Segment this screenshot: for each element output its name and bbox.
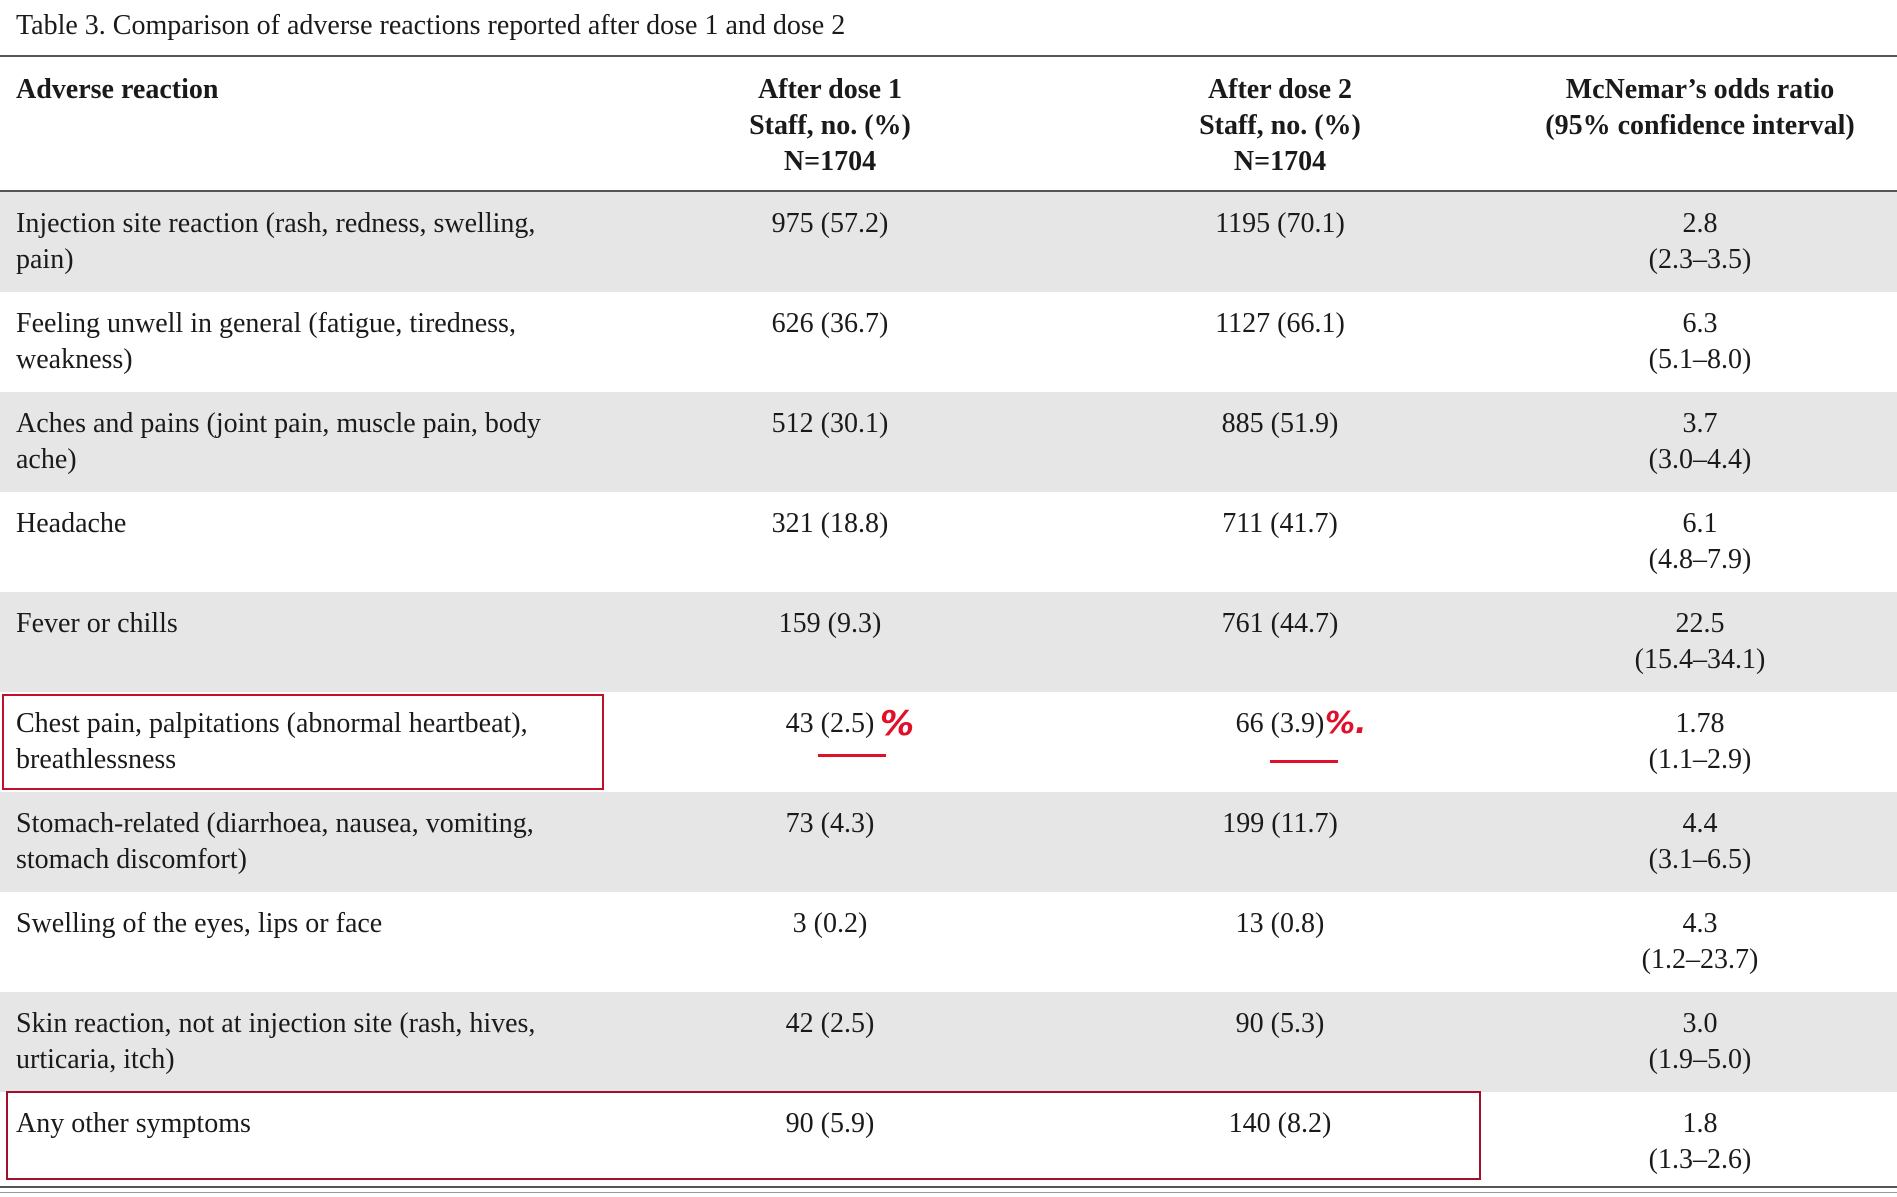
handwritten-percent-mark: % <box>880 704 915 744</box>
dose1-cell: 73 (4.3) <box>785 808 875 839</box>
dose2-cell: 711 (41.7) <box>1222 508 1338 539</box>
header-rule <box>0 190 1897 192</box>
dose2-cell: 199 (11.7) <box>1222 808 1338 839</box>
dose1-cell: 90 (5.9) <box>785 1108 875 1139</box>
odds-ratio-cell: 1.78 (1.1–2.9) <box>1648 708 1752 775</box>
reaction-cell: Fever or chills <box>16 608 178 639</box>
table-row: Chest pain, palpitations (abnormal heart… <box>0 692 1897 792</box>
dose2-cell: 66 (3.9) <box>1235 708 1325 739</box>
odds-ratio-cell: 3.7 (3.0–4.4) <box>1648 408 1752 475</box>
reaction-cell: Skin reaction, not at injection site (ra… <box>16 1008 536 1075</box>
dose1-cell: 42 (2.5) <box>785 1008 875 1039</box>
dose1-cell: 975 (57.2) <box>771 208 889 239</box>
dose1-cell: 626 (36.7) <box>771 308 889 339</box>
table-row: Headache 321 (18.8) 711 (41.7) 6.1 (4.8–7… <box>0 492 1897 592</box>
reaction-cell: Any other symptoms <box>16 1108 251 1139</box>
odds-ratio-cell: 4.3 (1.2–23.7) <box>1641 908 1759 975</box>
dose2-cell: 140 (8.2) <box>1228 1108 1332 1139</box>
dose2-cell: 90 (5.3) <box>1235 1008 1325 1039</box>
table-row: Skin reaction, not at injection site (ra… <box>0 992 1897 1092</box>
table-row: Fever or chills 159 (9.3) 761 (44.7) 22.… <box>0 592 1897 692</box>
reaction-cell: Injection site reaction (rash, redness, … <box>16 208 536 275</box>
dose1-cell: 512 (30.1) <box>771 408 889 439</box>
header-after-dose-1: After dose 1 Staff, no. (%) N=1704 <box>749 74 911 177</box>
table-body: Injection site reaction (rash, redness, … <box>0 192 1897 1192</box>
reaction-cell: Stomach-related (diarrhoea, nausea, vomi… <box>16 808 534 875</box>
dose1-cell: 3 (0.2) <box>792 908 868 939</box>
odds-ratio-cell: 3.0 (1.9–5.0) <box>1648 1008 1752 1075</box>
odds-ratio-cell: 6.3 (5.1–8.0) <box>1648 308 1752 375</box>
header-adverse-reaction: Adverse reaction <box>16 74 219 105</box>
bottom-rule-thin <box>0 1192 1897 1193</box>
dose1-cell: 43 (2.5) <box>785 708 875 739</box>
reaction-cell: Chest pain, palpitations (abnormal heart… <box>16 708 528 775</box>
odds-ratio-cell: 22.5 (15.4–34.1) <box>1634 608 1766 675</box>
bottom-rule <box>0 1186 1897 1188</box>
table-header: Adverse reaction After dose 1 Staff, no.… <box>0 56 1897 190</box>
table-caption: Table 3. Comparison of adverse reactions… <box>16 10 846 41</box>
table-row: Injection site reaction (rash, redness, … <box>0 192 1897 292</box>
dose2-cell: 1127 (66.1) <box>1215 308 1345 339</box>
dose2-cell: 885 (51.9) <box>1221 408 1339 439</box>
dose2-cell: 1195 (70.1) <box>1215 208 1345 239</box>
table-row: Aches and pains (joint pain, muscle pain… <box>0 392 1897 492</box>
table-row: Feeling unwell in general (fatigue, tire… <box>0 292 1897 392</box>
dose2-cell: 13 (0.8) <box>1235 908 1325 939</box>
dose1-cell: 159 (9.3) <box>778 608 882 639</box>
odds-ratio-cell: 1.8 (1.3–2.6) <box>1648 1108 1752 1175</box>
handwritten-underline <box>818 754 886 757</box>
dose1-cell: 321 (18.8) <box>771 508 889 539</box>
odds-ratio-cell: 2.8 (2.3–3.5) <box>1648 208 1752 275</box>
table-row: Swelling of the eyes, lips or face 3 (0.… <box>0 892 1897 992</box>
reaction-cell: Feeling unwell in general (fatigue, tire… <box>16 308 516 375</box>
table-row: Any other symptoms 90 (5.9) 140 (8.2) 1.… <box>0 1092 1897 1192</box>
reaction-cell: Swelling of the eyes, lips or face <box>16 908 383 939</box>
highlight-box-chest-pain <box>2 694 604 790</box>
header-after-dose-2: After dose 2 Staff, no. (%) N=1704 <box>1199 74 1361 177</box>
handwritten-percent-mark: %. <box>1325 706 1367 741</box>
reaction-cell: Aches and pains (joint pain, muscle pain… <box>16 408 541 475</box>
handwritten-underline <box>1270 760 1338 763</box>
table-row: Stomach-related (diarrhoea, nausea, vomi… <box>0 792 1897 892</box>
header-odds-ratio: McNemar’s odds ratio (95% confidence int… <box>1545 74 1855 141</box>
highlight-box-other-symptoms <box>6 1091 1481 1180</box>
top-rule <box>0 55 1897 57</box>
odds-ratio-cell: 4.4 (3.1–6.5) <box>1648 808 1752 875</box>
reaction-cell: Headache <box>16 508 127 539</box>
odds-ratio-cell: 6.1 (4.8–7.9) <box>1648 508 1752 575</box>
dose2-cell: 761 (44.7) <box>1221 608 1339 639</box>
